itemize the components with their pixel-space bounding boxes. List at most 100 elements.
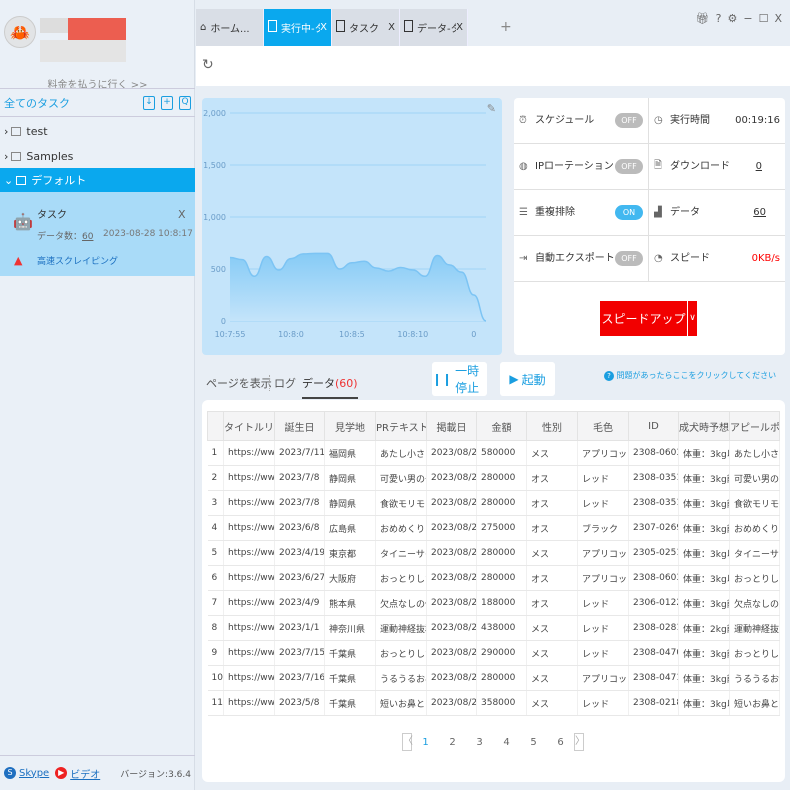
pay-link[interactable]: 料金を払うに行く >> — [47, 80, 148, 91]
schedule-toggle[interactable]: OFF — [615, 113, 643, 128]
column-header[interactable]: 毛色 — [577, 411, 629, 441]
help-icon[interactable]: ? — [715, 12, 722, 25]
refresh-icon[interactable]: ↻ — [202, 57, 214, 73]
table-cell: 千葉県 — [324, 640, 376, 666]
data-table-card: タイトルリン誕生日見学地PRテキスト掲載日金額性別毛色ID成犬時予想アピールポイ… — [202, 400, 785, 782]
dedupe-setting: ☰ 重複排除 ON — [514, 190, 649, 236]
next-page-button[interactable]: 〉 — [574, 733, 585, 751]
data-count[interactable]: 60 — [82, 232, 94, 242]
task-card[interactable]: 🤖 タスク X データ数：60 2023-08-28 10:8:17 ▲ 高速ス… — [0, 192, 195, 276]
table-cell: 280000 — [476, 490, 527, 516]
column-header[interactable]: 性別 — [526, 411, 578, 441]
table-cell: https://www.m... — [223, 590, 275, 616]
close-icon[interactable]: X — [774, 12, 782, 25]
table-row[interactable]: 7https://www.m...2023/4/9熊本県欠点なしの仔犬2023/… — [207, 590, 780, 616]
ip-rotation-toggle[interactable]: OFF — [615, 159, 643, 174]
column-header[interactable]: 見学地 — [324, 411, 376, 441]
table-cell: 2308-03515 — [628, 490, 679, 516]
import-task-icon[interactable]: ↓ — [143, 95, 155, 110]
table-row[interactable]: 4https://www.m...2023/6/8広島県おめめくりっ...202… — [207, 515, 780, 541]
tree-item-default[interactable]: ⌄ デフォルト — [0, 168, 195, 192]
tree-item-samples[interactable]: › Samples — [0, 144, 195, 168]
tab-3[interactable]: データ-タス...X — [400, 9, 468, 46]
table-row[interactable]: 2https://www.m...2023/7/8静岡県可愛い男の子...202… — [207, 465, 780, 491]
table-row[interactable]: 11https://www.m...2023/5/8千葉県短いお鼻とク...20… — [207, 690, 780, 716]
table-cell: 短いお鼻とク... — [729, 690, 780, 716]
dedupe-toggle[interactable]: ON — [615, 205, 643, 220]
page-2[interactable]: 2 — [449, 736, 456, 748]
runtime-value: 00:19:16 — [735, 115, 780, 126]
start-button[interactable]: ▶ 起動 — [500, 362, 555, 396]
page-3[interactable]: 3 — [476, 736, 483, 748]
tree-item-test[interactable]: › test — [0, 119, 195, 143]
folder-icon — [11, 151, 22, 161]
page-4[interactable]: 4 — [503, 736, 510, 748]
video-link[interactable]: ビデオ — [70, 769, 101, 781]
folder-icon — [16, 175, 27, 185]
table-cell: 可愛い男の子... — [375, 465, 427, 491]
table-cell: 275000 — [476, 515, 527, 541]
table-cell: https://www.m... — [223, 615, 275, 641]
schedule-setting: ⏰︎ スケジュール OFF — [514, 98, 649, 144]
table-row[interactable]: 6https://www.m...2023/6/27大阪府おっとりした...20… — [207, 565, 780, 591]
tab-0[interactable]: ⌂ ホーム... — [196, 9, 264, 46]
page-1[interactable]: 1 — [422, 736, 429, 748]
gift-icon[interactable]: 🎁︎ — [695, 12, 710, 25]
tab-2[interactable]: タスク X — [332, 9, 400, 46]
edit-icon[interactable]: ✎ — [486, 102, 496, 115]
tab-close-button[interactable]: X — [320, 22, 327, 33]
data-value[interactable]: 60 — [753, 207, 766, 218]
column-header[interactable]: 成犬時予想 — [678, 411, 730, 441]
auto-export-toggle[interactable]: OFF — [615, 251, 643, 266]
page-5[interactable]: 5 — [530, 736, 537, 748]
tab-1[interactable]: 実行中-タス...X — [264, 9, 332, 46]
tab-close-button[interactable]: X — [388, 22, 395, 33]
skype-link[interactable]: Skype — [19, 767, 50, 779]
column-header[interactable]: アピールポイ — [729, 411, 780, 441]
y-tick-label: 0 — [221, 317, 226, 326]
column-header[interactable]: 誕生日 — [274, 411, 325, 441]
column-header[interactable]: 金額 — [476, 411, 527, 441]
tab-data[interactable]: データ(60) — [302, 375, 358, 399]
table-cell: 11 — [207, 690, 224, 716]
table-row[interactable]: 5https://www.m...2023/4/19東京都タイニーサイ...20… — [207, 540, 780, 566]
minimize-icon[interactable]: − — [743, 12, 753, 25]
help-link[interactable]: ? 問題があったらここをクリックしてください — [604, 371, 786, 381]
table-cell: 福岡県 — [324, 440, 376, 466]
table-cell: 2023/08/28 — [426, 640, 477, 666]
task-close-button[interactable]: X — [178, 208, 186, 221]
table-cell: 5 — [207, 540, 224, 566]
speedup-button[interactable]: スピードアップ ∨ — [600, 301, 697, 336]
maximize-icon[interactable]: ☐ — [758, 12, 769, 25]
avatar[interactable]: 🦀 — [4, 16, 36, 48]
page-6[interactable]: 6 — [557, 736, 564, 748]
table-row[interactable]: 9https://www.m...2023/7/15千葉県おっとりした...20… — [207, 640, 780, 666]
download-label: ダウンロード — [670, 161, 730, 172]
speedup-dropdown[interactable]: ∨ — [687, 301, 697, 336]
column-header[interactable]: 掲載日 — [426, 411, 477, 441]
new-task-icon[interactable]: + — [161, 95, 173, 110]
search-task-icon[interactable]: Q — [179, 95, 191, 110]
table-cell: アプリコット — [577, 540, 629, 566]
table-row[interactable]: 3https://www.m...2023/7/8静岡県食欲モリモリ...202… — [207, 490, 780, 516]
add-tab-button[interactable]: + — [500, 19, 512, 35]
table-cell: オス — [526, 565, 578, 591]
tab-log[interactable]: ログ — [269, 375, 296, 391]
pause-button[interactable]: ❙❙ 一時停止 — [432, 362, 487, 396]
table-row[interactable]: 1https://www.m...2023/7/11福岡県あたし小さく...20… — [207, 440, 780, 466]
table-cell: メス — [526, 440, 578, 466]
gear-icon[interactable]: ⚙ — [727, 12, 738, 25]
table-cell: 2308-04716 — [628, 665, 679, 691]
download-value[interactable]: 0 — [755, 161, 762, 172]
table-cell: レッド — [577, 690, 629, 716]
tab-close-button[interactable]: X — [456, 22, 463, 33]
tab-page[interactable]: ページを表示 — [206, 377, 272, 390]
column-header[interactable] — [207, 411, 224, 441]
all-tasks-label[interactable]: 全てのタスク — [4, 96, 70, 110]
prev-page-button[interactable]: 〈 — [402, 733, 413, 751]
table-row[interactable]: 8https://www.m...2023/1/1神奈川県運動神経抜群...20… — [207, 615, 780, 641]
column-header[interactable]: PRテキスト — [375, 411, 427, 441]
column-header[interactable]: ID — [628, 411, 679, 441]
table-row[interactable]: 10https://www.m...2023/7/16千葉県うるうるおめ...2… — [207, 665, 780, 691]
column-header[interactable]: タイトルリン — [223, 411, 275, 441]
